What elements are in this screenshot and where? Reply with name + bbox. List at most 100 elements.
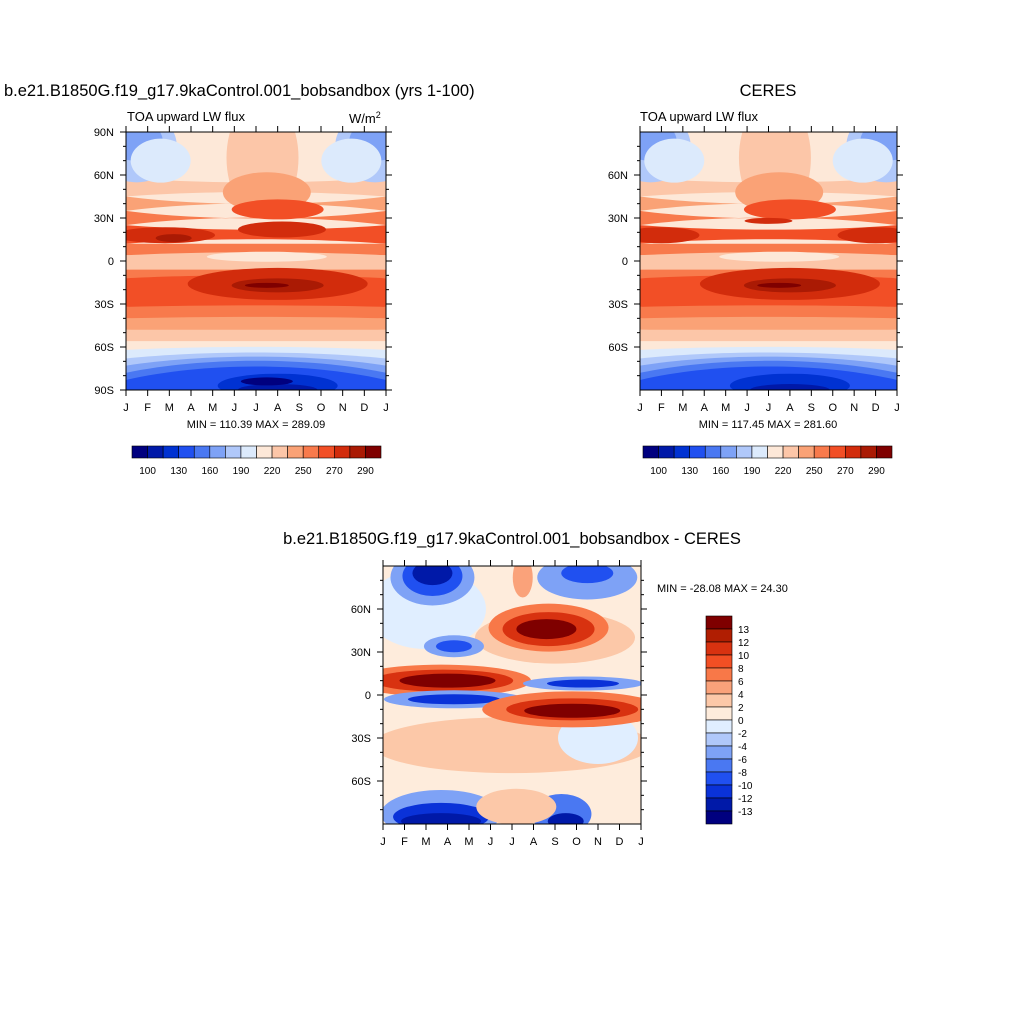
colorbar-swatch: [705, 771, 733, 786]
band-subtropic-s: [640, 305, 897, 320]
lat-tick-label: 60S: [94, 342, 114, 354]
panel-model-units: W/m2: [349, 110, 381, 126]
colorbar-label: 13: [738, 625, 750, 636]
colorbar-swatch: [705, 758, 733, 773]
month-tick-label: J: [488, 836, 494, 848]
colorbar-swatch: [751, 445, 768, 459]
band-itcz-edge-n: [640, 243, 897, 256]
lat-tick-label: 60S: [608, 342, 628, 354]
colorbar-label: 100: [650, 466, 667, 477]
colorbar-label: 270: [837, 466, 854, 477]
month-tick-label: O: [572, 836, 581, 848]
colorbar-swatch: [209, 445, 226, 459]
colorbar-label: 220: [775, 466, 792, 477]
month-tick-label: S: [551, 836, 558, 848]
month-tick-label: A: [701, 402, 709, 414]
subtropic-n-summer-hot: [743, 199, 836, 220]
band-tropic-n: [640, 225, 897, 244]
s-pole-cold-late-core: [547, 813, 584, 824]
s-tropic-core: [757, 282, 802, 288]
colorbar-label: 270: [326, 466, 343, 477]
colorbar-swatch: [147, 445, 164, 459]
n-tropic-max-late: [837, 227, 897, 244]
colorbar-swatch: [845, 445, 862, 459]
colorbar-swatch: [131, 445, 148, 459]
colorbar-label: 290: [868, 466, 885, 477]
colorbar-label: 0: [738, 716, 744, 727]
band-midlat-s: [640, 316, 897, 332]
colorbar-label: 130: [170, 466, 187, 477]
colorbar-label: 100: [139, 466, 156, 477]
month-tick-label: S: [808, 402, 815, 414]
panel-ceres: CERES TOA upward LW flux 60N 30N 0 30S 60S J F…: [608, 82, 903, 477]
colorbar-swatch: [782, 445, 799, 459]
tropic-n-warm-core: [399, 673, 496, 688]
colorbar-swatch: [658, 445, 675, 459]
colorbar-label: -13: [738, 807, 753, 818]
lat-tick-label: 30S: [608, 299, 628, 311]
s-pole-warm-jun: [476, 788, 557, 824]
month-tick-label: N: [594, 836, 602, 848]
month-tick-label: A: [444, 836, 452, 848]
north-cold-fringe-dec: [832, 138, 893, 183]
lat-tick-label: 90S: [94, 385, 114, 397]
n-pole-warm-july: [512, 566, 533, 598]
month-tick-label: A: [274, 402, 282, 414]
month-tick-label: M: [678, 402, 687, 414]
panel-model-minmax: MIN = 110.39 MAX = 289.09: [187, 419, 326, 431]
nh-warm-core: [516, 619, 577, 640]
colorbar-label: 160: [712, 466, 729, 477]
colorbar-label: -4: [738, 742, 747, 753]
month-tick-label: A: [786, 402, 794, 414]
month-tick-label: J: [894, 402, 900, 414]
colorbar-label: 250: [806, 466, 823, 477]
colorbar-swatch: [240, 445, 257, 459]
month-tick-label: N: [339, 402, 347, 414]
month-tick-label: N: [850, 402, 858, 414]
panel-ceres-title: CERES: [740, 82, 797, 100]
colorbar-swatch: [302, 445, 320, 459]
colorbar-swatch: [271, 445, 288, 459]
lat-tick-label: 30S: [94, 299, 114, 311]
colorbar-swatch: [798, 445, 815, 459]
lat-tick-label: 60N: [94, 170, 114, 182]
colorbar-swatch: [689, 445, 706, 459]
month-tick-label: F: [658, 402, 665, 414]
colorbar-label: 130: [681, 466, 698, 477]
month-tick-label: A: [530, 836, 538, 848]
panel-model-variable-label: TOA upward LW flux: [127, 109, 246, 124]
n-tropic-max-early: [640, 227, 700, 244]
month-tick-label: J: [253, 402, 259, 414]
month-tick-label: M: [165, 402, 174, 414]
panel-difference: b.e21.B1850G.f19_g17.9kaControl.001_bobs…: [283, 530, 788, 848]
colorbar-swatch: [705, 654, 733, 669]
colorbar-swatch: [705, 745, 733, 760]
colorbar-label: 250: [295, 466, 312, 477]
colorbar-swatch: [673, 445, 690, 459]
colorbar-swatch: [705, 641, 733, 656]
lat-tick-label: 0: [108, 256, 114, 268]
s-polar-winter-min: [729, 373, 850, 390]
colorbar-label: 160: [201, 466, 218, 477]
month-tick-label: M: [421, 836, 430, 848]
colorbar-swatch: [704, 445, 722, 459]
colorbar-swatch: [720, 445, 737, 459]
colorbar-swatch: [860, 445, 877, 459]
month-tick-label: M: [208, 402, 217, 414]
colorbar-label: 6: [738, 677, 744, 688]
panel-difference-title: b.e21.B1850G.f19_g17.9kaControl.001_bobs…: [283, 530, 741, 548]
band-midlat-s: [126, 316, 386, 332]
s-polar-winter-core: [237, 384, 318, 390]
n-summer-peak: [744, 217, 793, 224]
panel-model-title: b.e21.B1850G.f19_g17.9kaControl.001_bobs…: [4, 82, 475, 100]
month-tick-label: J: [637, 402, 643, 414]
colorbar-swatch: [705, 667, 733, 682]
colorbar-swatch: [705, 719, 733, 734]
colorbar-swatch: [162, 445, 179, 459]
nh-cold-core: [435, 640, 472, 653]
colorbar-swatch: [705, 693, 733, 708]
colorbar-label: 190: [233, 466, 250, 477]
equator-cold-core: [407, 694, 500, 705]
